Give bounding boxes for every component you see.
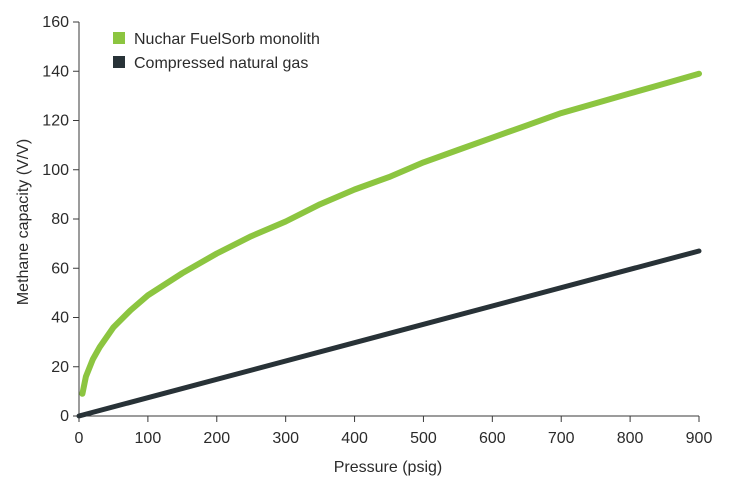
x-tick-label: 500	[410, 430, 437, 447]
legend-swatch	[113, 56, 125, 68]
y-tick-label: 20	[51, 359, 69, 376]
x-tick-label: 0	[75, 430, 84, 447]
y-tick-label: 140	[42, 63, 69, 80]
y-tick-label: 80	[51, 211, 69, 228]
axes: 0 20 40 60 80 100 120 140 160 0 100 200 300 400 500 600…	[42, 14, 712, 447]
series-layer	[76, 70, 702, 419]
legend-swatch	[113, 32, 125, 44]
y-tick-label: 40	[51, 310, 69, 327]
x-tick-label: 300	[272, 430, 299, 447]
x-tick-label: 800	[617, 430, 644, 447]
legend-label: Compressed natural gas	[134, 55, 308, 72]
x-tick-label: 400	[341, 430, 368, 447]
series-line-fuelsorb	[79, 70, 702, 397]
y-tick-label: 60	[51, 260, 69, 277]
x-tick-label: 900	[686, 430, 713, 447]
x-tick-label: 700	[548, 430, 575, 447]
legend-label: Nuchar FuelSorb monolith	[134, 31, 320, 48]
x-tick-label: 600	[479, 430, 506, 447]
y-tick-label: 160	[42, 14, 69, 31]
x-tick-label: 100	[135, 430, 162, 447]
series-line-cng	[76, 248, 702, 419]
x-axis-title: Pressure (psig)	[334, 459, 442, 476]
y-axis-title: Methane capacity (V/V)	[15, 139, 32, 305]
legend: Nuchar FuelSorb monolith Compressed natur…	[113, 31, 320, 72]
y-tick-label: 120	[42, 113, 69, 130]
y-tick-label: 100	[42, 162, 69, 179]
y-tick-label: 0	[60, 408, 69, 425]
x-tick-label: 200	[203, 430, 230, 447]
